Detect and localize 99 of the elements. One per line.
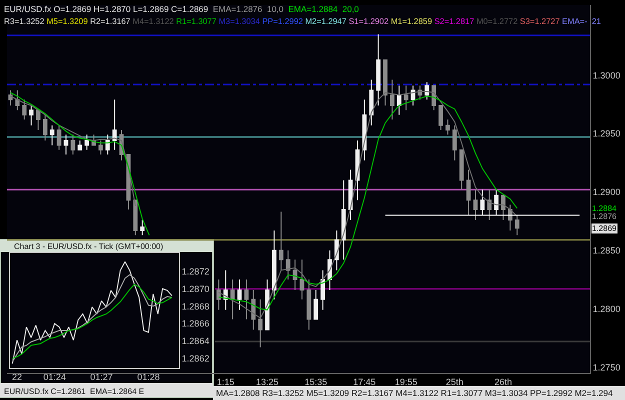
annotation: M2=1.2947 [305,17,347,26]
candlestick [514,214,520,236]
candlestick [396,85,402,116]
candlestick [320,270,325,310]
candlestick [244,279,249,320]
candlestick [376,34,381,106]
annotation: M5=1.3209 [46,17,88,26]
text: 1.2876 [592,212,618,221]
candlestick [480,189,485,216]
candlestick [36,110,40,130]
candlestick [341,180,346,260]
y-tick-label: 1.2850 [592,245,620,256]
candlestick [98,140,103,156]
candlestick [29,104,34,126]
candlestick [22,99,27,120]
candlestick [42,114,48,142]
candlestick [300,259,304,300]
candlestick [286,250,290,280]
candlestick [70,134,76,156]
candlestick [278,211,284,271]
candlestick [105,134,110,156]
y-tick-label: 1.2866 [182,318,210,329]
x-tick-label: 26th [494,376,512,387]
candlestick [56,124,62,150]
x-tick-label: 25th [446,376,464,387]
annotation: M4=1.3122 [132,17,174,26]
y-tick-label: 1.2872 [182,266,210,276]
candlestick [452,124,457,161]
text: EUR/USD.fx C=1.2861 EMA=1.2864 E [4,387,144,396]
candlestick [424,82,430,100]
candlestick [84,134,90,150]
y-tick-label: 1.2864 [182,336,210,346]
x-tick-label: 15:35 [304,376,328,387]
text: 1.2884 [592,204,618,213]
y-tick-label: 1.2862 [182,354,210,364]
candlestick [487,189,492,220]
candlestick [8,90,13,106]
candlestick [383,59,388,106]
candlestick [348,169,353,220]
y-tick-label: 1.2800 [592,304,620,314]
annotation: S3=1.2727 [520,17,560,26]
candlestick [258,298,263,348]
annotation: R3=1.3252 [4,17,45,26]
candlestick [466,169,471,216]
annotation: S2=1.2817 [434,17,475,26]
candlestick [265,279,270,330]
candlestick [78,140,82,150]
candlestick [438,104,443,130]
x-tick-label: 1:15 [216,376,234,387]
text: MA=1.2808 R3=1.3252 M5=1.3209 R2=1.3167 M4=1.3122 R1=1.3077 M3=1.3034 PP=1.2992 M2=1.294 [216,388,614,398]
x-tick-label: 13:25 [256,376,279,387]
annotation: M1=1.2859 [390,17,432,26]
y-tick-label: 1.2868 [182,301,210,312]
candlestick [473,189,478,220]
annotation: M0=1.2772 [476,17,518,26]
y-tick-label: 1.2870 [182,284,210,294]
candlestick [112,99,117,150]
candlestick [50,124,54,146]
y-tick-label: 1.2900 [592,187,620,198]
candlestick [216,279,221,310]
candlestick [133,200,138,236]
candlestick [15,90,20,111]
candlestick [369,79,374,126]
annotation: R2=1.3167 [90,17,131,26]
x-tick-label: 19:55 [394,376,418,387]
annotation: M3=1.3034 [218,17,260,26]
candlestick [446,118,450,136]
text: 1.2869 [592,224,618,233]
x-tick-label: 01:28 [137,372,160,382]
annotation: EMA=1.2884 20,0 [288,4,360,14]
chart-title: Chart 3 - EUR/USD.fx - Tick (GMT+00:00) [14,242,164,251]
annotation: EMA=- 21 [562,17,602,26]
candlestick [140,219,145,236]
candlestick [230,279,235,320]
annotation: S1=1.2902 [348,17,389,26]
y-tick-label: 1.2750 [592,362,620,372]
candlestick [494,189,498,216]
candlestick [64,134,68,156]
x-tick-label: 22 [12,372,22,382]
annotation: PP=1.2992 [262,17,304,26]
chart-title: EUR/USD.fx O=1.2869 H=1.2870 L=1.2869 C=1.2869 [4,4,208,14]
candlestick [306,279,312,330]
x-tick-label: 17:45 [353,376,376,387]
x-tick-label: 01:27 [90,372,113,382]
annotation: R1=1.3077 [176,17,217,26]
y-tick-label: 1.3000 [592,70,620,80]
candlestick [459,149,464,190]
candlestick [404,85,408,111]
y-tick-label: 1.2950 [592,128,620,139]
candlestick [237,279,242,310]
candlestick [251,290,256,330]
candlestick [501,194,506,220]
annotation: EMA=1.2876 10,0 [212,4,284,14]
candlestick [272,230,276,300]
candlestick [292,259,298,291]
candlestick [508,204,512,231]
candlestick [314,290,318,320]
candlestick [390,79,394,120]
x-tick-label: 01:24 [43,372,66,382]
